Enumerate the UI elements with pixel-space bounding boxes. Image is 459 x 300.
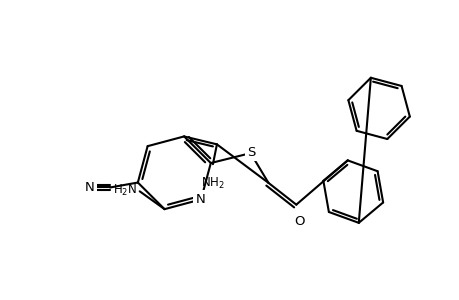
Text: NH$_2$: NH$_2$ (201, 176, 224, 191)
Text: H$_2$N: H$_2$N (112, 183, 136, 198)
Text: N: N (85, 181, 95, 194)
Text: O: O (293, 214, 304, 228)
Text: N: N (196, 193, 206, 206)
Text: S: S (247, 146, 255, 159)
